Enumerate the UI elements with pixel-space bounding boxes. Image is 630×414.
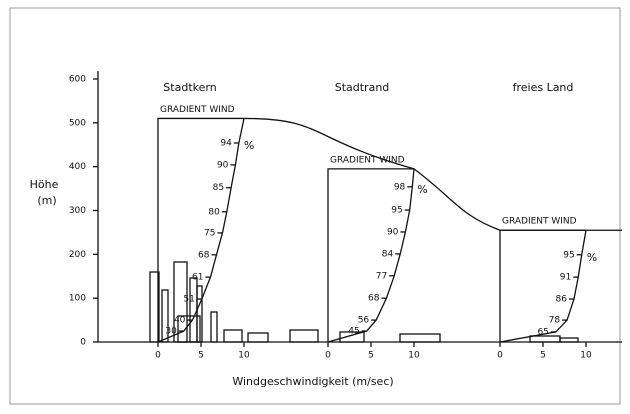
profile-label: 51	[183, 295, 194, 305]
x-tick-label: 0	[325, 351, 331, 361]
y-tick-label: 600	[69, 75, 86, 85]
profile-label: 90	[387, 227, 399, 237]
y-tick-label: 100	[69, 294, 86, 304]
y-axis-label: Höhe	[30, 178, 59, 191]
profile-label: 91	[560, 273, 571, 283]
x-tick-label: 10	[408, 351, 420, 361]
profile-label: 40	[174, 316, 186, 326]
profile-label: 65	[537, 327, 548, 337]
panel-title: freies Land	[513, 81, 574, 94]
profile-label: 75	[204, 228, 215, 238]
profile-curve	[157, 118, 245, 343]
gradient-label: GRADIENT WIND	[502, 217, 577, 227]
percent-sign: %	[244, 139, 254, 152]
y-axis-label: (m)	[37, 194, 56, 207]
profile-label: 61	[192, 273, 203, 283]
frame	[9, 7, 621, 405]
profile-label: 78	[549, 316, 561, 326]
profile-label: 95	[563, 250, 574, 260]
profile-label: 30	[165, 327, 177, 337]
profile-label: 85	[213, 183, 224, 193]
percent-sign: %	[417, 183, 427, 196]
profile-label: 80	[208, 207, 220, 217]
profile-label: 90	[217, 160, 229, 170]
profile-label: 68	[368, 294, 380, 304]
x-tick-label: 5	[540, 351, 546, 361]
profile-label: 94	[220, 138, 232, 148]
buildings	[149, 261, 579, 343]
panel-title: Stadtkern	[163, 81, 216, 94]
gradient-label: GRADIENT WIND	[160, 105, 235, 115]
x-tick-label: 5	[368, 351, 374, 361]
profile-label: 84	[382, 249, 394, 259]
profile-label: 86	[556, 295, 568, 305]
x-tick-label: 0	[155, 351, 161, 361]
gradient-frame	[157, 117, 244, 342]
profile-label: 95	[391, 206, 402, 216]
gradient-frame	[327, 168, 414, 342]
gradient-curve	[243, 117, 622, 231]
y-tick-label: 200	[69, 250, 86, 260]
gradient-label: GRADIENT WIND	[330, 155, 405, 165]
y-tick-label: 0	[80, 338, 86, 348]
x-tick-label: 10	[238, 351, 250, 361]
panel-title: Stadtrand	[335, 81, 390, 94]
profile-label: 56	[358, 316, 370, 326]
x-tick-label: 0	[497, 351, 503, 361]
profile-label: 45	[348, 327, 359, 337]
y-tick-label: 300	[69, 206, 86, 216]
y-tick-label: 400	[69, 162, 86, 172]
profile-curve	[327, 168, 415, 343]
x-tick-label: 10	[580, 351, 592, 361]
profile-label: 77	[376, 271, 387, 281]
profile-label: 98	[394, 182, 406, 192]
profile-curve	[499, 230, 587, 343]
profile-label: 68	[198, 250, 210, 260]
x-axis-label: Windgeschwindigkeit (m/sec)	[232, 375, 393, 388]
percent-sign: %	[587, 251, 597, 264]
x-tick-label: 5	[198, 351, 204, 361]
gradient-frame	[499, 229, 586, 342]
y-tick-label: 500	[69, 118, 86, 128]
